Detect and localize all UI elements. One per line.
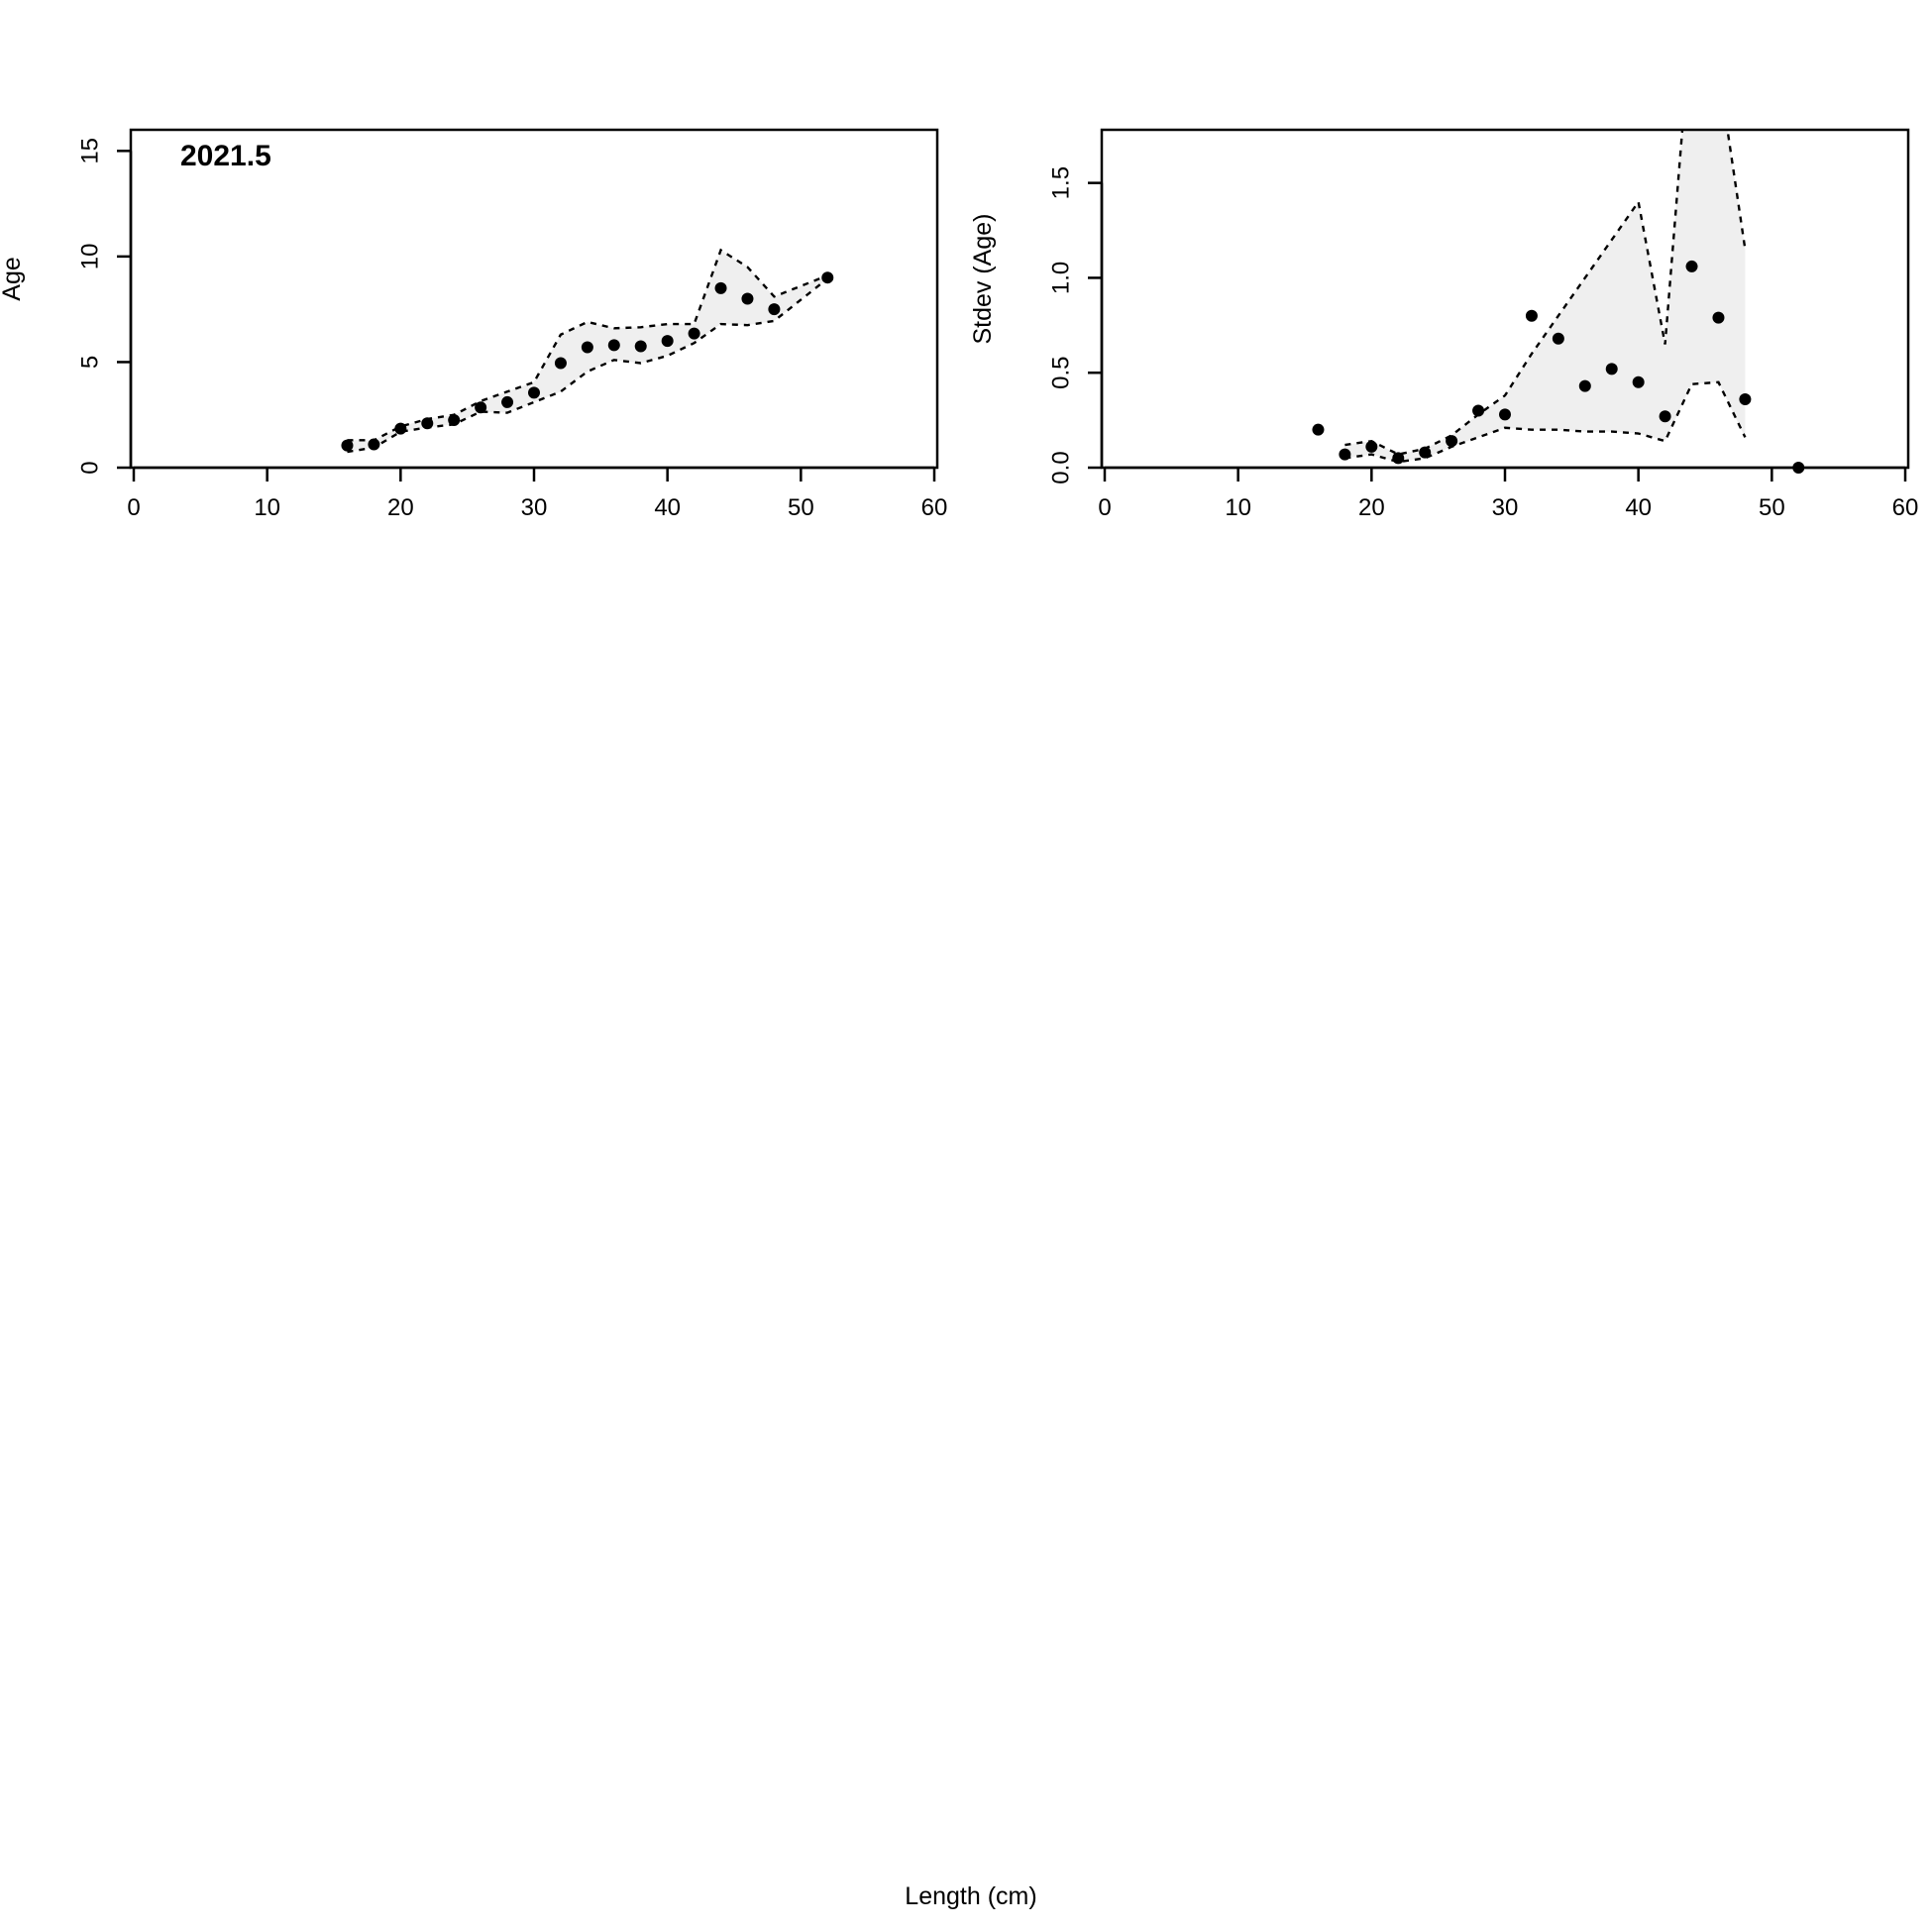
y-tick-label: 0.0 xyxy=(1047,451,1074,483)
data-point xyxy=(768,303,781,316)
data-point xyxy=(501,395,514,408)
data-point xyxy=(1739,393,1752,406)
data-point xyxy=(1339,448,1351,461)
x-tick-label: 20 xyxy=(387,494,414,521)
points-age xyxy=(341,271,834,452)
data-point xyxy=(421,417,434,430)
confidence-band-stdev xyxy=(1344,130,1747,464)
data-point xyxy=(368,438,380,451)
x-tick-label: 50 xyxy=(1759,494,1785,521)
data-point xyxy=(1605,363,1618,376)
band-lower-line xyxy=(1344,380,1747,464)
plot-frame-age xyxy=(129,128,939,470)
data-point xyxy=(581,341,593,354)
data-point xyxy=(394,422,407,435)
data-point xyxy=(1365,440,1378,453)
data-point xyxy=(554,357,567,370)
panel-label-year: 2021.5 xyxy=(180,140,271,172)
x-axis-title-length: Length (cm) xyxy=(905,1882,1036,1910)
y-axis-age: 0 5 10 15 xyxy=(76,138,133,475)
y-axis-title-stdev: Stdev (Age) xyxy=(969,213,997,344)
data-point xyxy=(634,340,647,353)
data-point xyxy=(528,386,540,399)
y-tick-label: 10 xyxy=(76,244,103,270)
y-axis-stdev: 0.0 0.5 1.0 1.5 xyxy=(1047,166,1104,484)
x-axis-age: 0 10 20 30 40 50 60 xyxy=(127,466,948,521)
x-tick-label: 10 xyxy=(254,494,280,521)
data-point xyxy=(475,401,487,414)
data-point xyxy=(607,339,620,352)
band-upper-line xyxy=(347,248,828,442)
data-point xyxy=(1419,446,1432,459)
data-point xyxy=(1632,376,1645,388)
x-tick-label: 60 xyxy=(1892,494,1919,521)
data-point xyxy=(341,439,354,452)
x-tick-label: 0 xyxy=(1098,494,1111,521)
y-tick-label: 0.5 xyxy=(1047,357,1074,389)
data-point xyxy=(1552,332,1564,345)
data-point xyxy=(1446,435,1458,448)
y-axis-title-age: Age xyxy=(0,257,26,300)
data-point xyxy=(1472,404,1485,417)
x-tick-label: 0 xyxy=(127,494,140,521)
band-area xyxy=(1344,130,1746,463)
panel-stdev: 0 10 20 30 40 50 60 0.0 0.5 1.0 1.5 Stdev (Age) xyxy=(969,128,1919,521)
x-tick-label: 60 xyxy=(921,494,948,521)
x-tick-label: 40 xyxy=(654,494,681,521)
x-tick-label: 40 xyxy=(1625,494,1652,521)
data-point xyxy=(741,292,754,305)
data-point xyxy=(1578,379,1591,392)
y-tick-label: 1.0 xyxy=(1047,262,1074,294)
data-point xyxy=(1525,309,1538,322)
y-tick-label: 5 xyxy=(76,356,103,369)
data-point xyxy=(661,335,674,348)
x-tick-label: 30 xyxy=(1492,494,1519,521)
x-tick-label: 50 xyxy=(788,494,814,521)
y-tick-label: 0 xyxy=(76,461,103,474)
data-point xyxy=(688,327,700,340)
data-point xyxy=(1712,311,1725,324)
data-point xyxy=(1312,423,1325,436)
x-tick-label: 30 xyxy=(521,494,548,521)
data-point xyxy=(1499,408,1511,421)
data-point xyxy=(714,281,727,294)
y-tick-label: 1.5 xyxy=(1047,166,1074,199)
data-point xyxy=(821,271,834,284)
x-tick-label: 10 xyxy=(1225,494,1251,521)
band-upper-line xyxy=(1344,130,1747,456)
x-axis-stdev: 0 10 20 30 40 50 60 xyxy=(1098,466,1919,521)
y-tick-label: 15 xyxy=(76,138,103,164)
panel-age: 0 10 20 30 40 50 60 0 5 10 15 Age 2021.5 xyxy=(0,128,948,521)
data-point xyxy=(1685,260,1698,272)
data-point xyxy=(1659,410,1671,423)
data-point xyxy=(1392,452,1405,465)
data-point xyxy=(448,414,461,427)
x-tick-label: 20 xyxy=(1358,494,1385,521)
band-lower-line xyxy=(347,277,829,454)
